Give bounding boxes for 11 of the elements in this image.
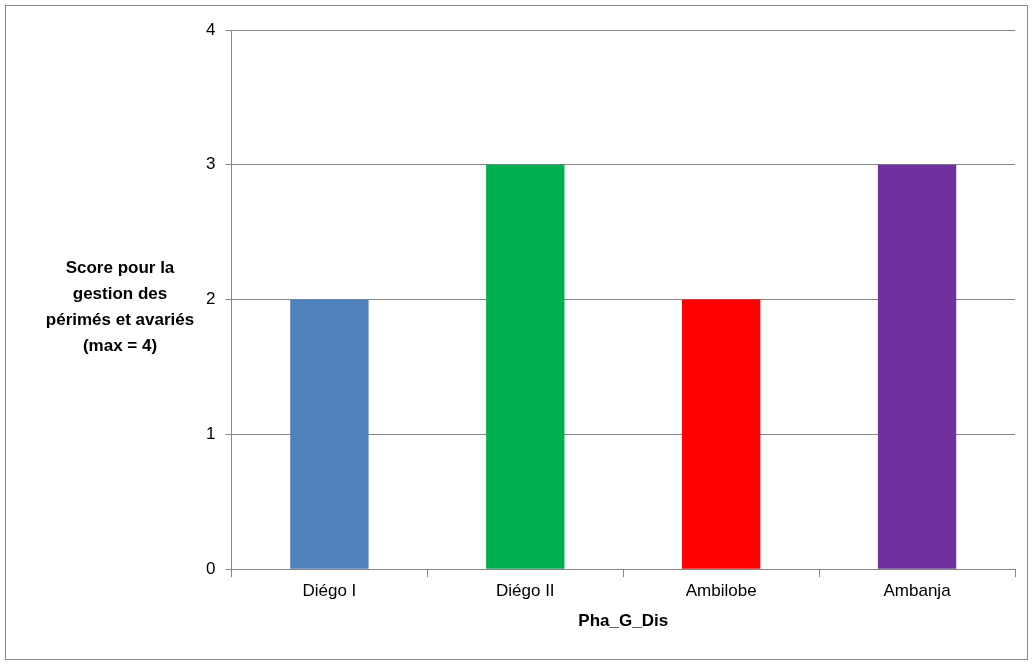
y-tick-label: 4 bbox=[205, 19, 216, 39]
y-tick-label: 2 bbox=[205, 289, 216, 309]
x-tick-label: Ambilobe bbox=[685, 581, 757, 601]
x-axis-title: Pha_G_Dis bbox=[578, 611, 669, 631]
x-tick-label: Diégo I bbox=[302, 581, 357, 601]
x-tick-label: Ambanja bbox=[883, 581, 952, 601]
x-tick-label: Diégo II bbox=[495, 581, 555, 601]
y-tick-label: 3 bbox=[205, 154, 216, 174]
y-axis-title: Score pour la gestion des périmés et avariés (max = 4) bbox=[45, 258, 195, 356]
y-tick-label: 1 bbox=[205, 424, 216, 444]
y-tick-label: 0 bbox=[205, 558, 216, 578]
